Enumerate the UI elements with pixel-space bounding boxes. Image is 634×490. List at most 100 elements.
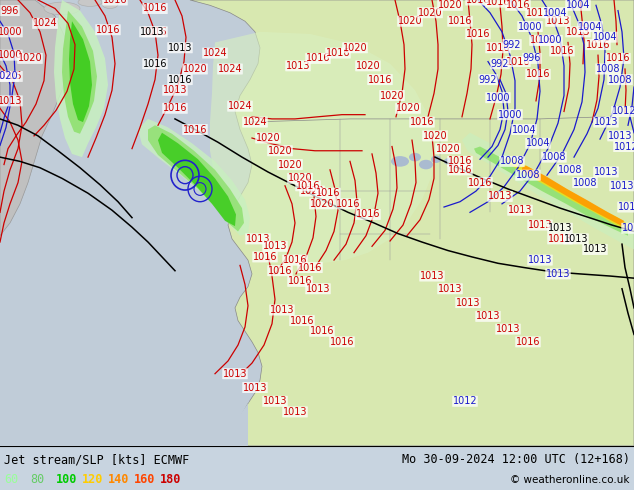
Text: 1013: 1013: [456, 297, 480, 308]
Text: 1008: 1008: [596, 64, 620, 74]
Text: 1016: 1016: [283, 255, 307, 265]
Ellipse shape: [431, 155, 441, 163]
Text: 1004: 1004: [593, 32, 618, 42]
Text: 1020: 1020: [288, 173, 313, 183]
Text: 1024: 1024: [203, 48, 228, 58]
Text: 1016: 1016: [356, 209, 380, 220]
Text: 1013: 1013: [0, 96, 22, 106]
Text: 1013: 1013: [488, 192, 512, 201]
Text: 1016: 1016: [336, 199, 360, 209]
Text: 1000: 1000: [538, 35, 562, 46]
Text: 1020: 1020: [398, 16, 422, 26]
Text: 1013: 1013: [594, 117, 618, 127]
Text: 1016: 1016: [96, 24, 120, 35]
Text: 1016: 1016: [506, 0, 530, 10]
Text: 1020: 1020: [423, 131, 448, 141]
Text: 100: 100: [56, 473, 77, 487]
Text: 1004: 1004: [578, 22, 602, 31]
Text: 1000: 1000: [486, 93, 510, 103]
Text: 1016: 1016: [143, 3, 167, 14]
Text: 1016: 1016: [306, 53, 330, 63]
Polygon shape: [210, 32, 435, 263]
Polygon shape: [190, 0, 634, 446]
Text: 1020: 1020: [300, 186, 325, 196]
Text: 1013: 1013: [546, 16, 570, 26]
Text: 1013: 1013: [526, 8, 550, 18]
Text: 1012: 1012: [453, 396, 477, 406]
Text: 1000: 1000: [498, 110, 522, 120]
Text: 1012: 1012: [612, 106, 634, 117]
Text: 992: 992: [491, 59, 509, 69]
Text: 1024: 1024: [243, 117, 268, 127]
Text: 1016: 1016: [486, 43, 510, 53]
Text: 1016: 1016: [506, 56, 530, 67]
Text: 1020: 1020: [437, 0, 462, 10]
Text: 1013: 1013: [608, 131, 632, 141]
Text: 992: 992: [503, 40, 521, 49]
Text: 1016: 1016: [586, 40, 611, 49]
Polygon shape: [148, 125, 244, 231]
Text: 1013: 1013: [420, 271, 444, 281]
Text: © weatheronline.co.uk: © weatheronline.co.uk: [510, 475, 630, 485]
Text: 1013: 1013: [508, 205, 533, 215]
Text: 1016: 1016: [468, 177, 492, 188]
Text: 1013: 1013: [243, 383, 268, 392]
Text: 1020: 1020: [396, 103, 420, 113]
Text: 1013: 1013: [163, 85, 187, 95]
Text: 1016: 1016: [486, 0, 510, 7]
Text: 1013: 1013: [622, 223, 634, 233]
Text: 1013: 1013: [286, 61, 310, 71]
Text: 1016: 1016: [515, 337, 540, 347]
Text: 1008: 1008: [558, 165, 582, 175]
Text: 1013: 1013: [437, 284, 462, 294]
Text: 1008: 1008: [500, 156, 524, 167]
Polygon shape: [242, 369, 254, 403]
Polygon shape: [69, 21, 92, 122]
Text: 1004: 1004: [526, 138, 550, 148]
Text: 1016: 1016: [295, 181, 320, 191]
Text: 1000: 1000: [0, 27, 22, 37]
Text: 1013: 1013: [139, 27, 164, 37]
Text: 1013: 1013: [566, 27, 590, 37]
Text: 1013: 1013: [618, 202, 634, 212]
Text: 1020: 1020: [309, 199, 334, 209]
Polygon shape: [62, 11, 97, 134]
Text: 1013: 1013: [476, 311, 500, 321]
Text: 1016: 1016: [530, 35, 554, 46]
Text: 1016: 1016: [466, 29, 490, 39]
Text: 1013: 1013: [262, 241, 287, 251]
Ellipse shape: [444, 158, 452, 165]
Text: 1020: 1020: [436, 144, 460, 154]
Text: 1013: 1013: [283, 407, 307, 417]
Text: 1008: 1008: [541, 152, 566, 162]
Text: 1024: 1024: [33, 18, 57, 28]
Ellipse shape: [419, 160, 433, 170]
Text: 1016: 1016: [605, 53, 630, 63]
Text: 1004: 1004: [566, 0, 590, 10]
Text: 180: 180: [160, 473, 181, 487]
Text: 1016: 1016: [330, 337, 354, 347]
Text: Jet stream/SLP [kts] ECMWF: Jet stream/SLP [kts] ECMWF: [4, 453, 190, 466]
Text: 1008: 1008: [573, 177, 597, 188]
Text: 1020: 1020: [256, 133, 280, 143]
Text: 1016: 1016: [448, 165, 472, 175]
Polygon shape: [474, 147, 628, 236]
Text: 1020: 1020: [356, 61, 380, 71]
Text: 1016: 1016: [288, 276, 313, 286]
Text: 1020: 1020: [343, 43, 367, 53]
Text: 160: 160: [134, 473, 155, 487]
Text: 1013: 1013: [548, 223, 573, 233]
Text: 1020: 1020: [0, 72, 18, 81]
Text: Mo 30-09-2024 12:00 UTC (12+168): Mo 30-09-2024 12:00 UTC (12+168): [402, 453, 630, 466]
Text: 1020: 1020: [268, 146, 292, 156]
Text: 1013: 1013: [246, 234, 270, 244]
Text: 1013: 1013: [546, 269, 570, 279]
Ellipse shape: [102, 0, 118, 8]
Text: 1016: 1016: [143, 27, 167, 37]
Polygon shape: [232, 403, 248, 446]
Text: 1016: 1016: [316, 188, 340, 198]
Text: 1016: 1016: [268, 266, 292, 276]
Polygon shape: [504, 157, 630, 231]
Text: 1013: 1013: [269, 305, 294, 315]
Text: 1013: 1013: [306, 284, 330, 294]
